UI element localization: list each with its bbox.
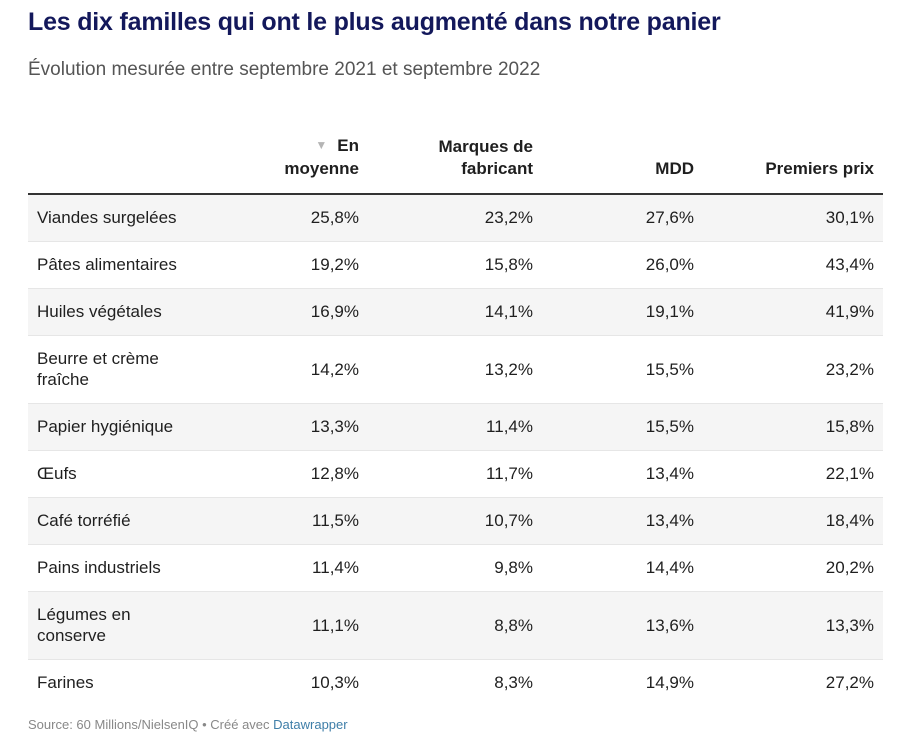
- cell-value: 41,9%: [703, 287, 883, 335]
- table-row: Œufs 12,8% 11,7% 13,4% 22,1%: [28, 449, 883, 497]
- cell-value: 27,2%: [703, 658, 883, 706]
- column-header-text: En moyenne: [284, 136, 359, 178]
- table-body: Viandes surgelées 25,8% 23,2% 27,6% 30,1% Pât…: [28, 194, 883, 706]
- table-row: Légumes en conserve 11,1% 8,8% 13,6% 13,3%: [28, 590, 883, 659]
- cell-value: 11,5%: [236, 496, 368, 544]
- row-label: Viandes surgelées: [37, 208, 177, 228]
- chart-title: Les dix familles qui ont le plus augment…: [28, 8, 721, 36]
- source-note: Source: 60 Millions/NielsenIQ • Créé ave…: [28, 717, 274, 732]
- data-table: ▼ En moyenne Marques de fabricant MDD Pre…: [28, 118, 883, 706]
- cell-value: 11,1%: [236, 590, 368, 659]
- cell-value: 25,8%: [310, 208, 359, 228]
- sort-descending-icon: ▼: [315, 138, 328, 152]
- footer: Source: 60 Millions/NielsenIQ • Créé ave…: [28, 717, 348, 732]
- cell-value: 13,3%: [236, 402, 368, 450]
- row-label: Farines: [28, 658, 236, 706]
- cell-value: 22,1%: [703, 449, 883, 497]
- row-label: Pâtes alimentaires: [28, 240, 236, 288]
- cell-value: 13,4%: [542, 496, 703, 544]
- cell-value: 26,0%: [542, 240, 703, 288]
- cell-value: 15,8%: [703, 402, 883, 450]
- row-label: Papier hygiénique: [28, 402, 236, 450]
- table-row: Café torréfié 11,5% 10,7% 13,4% 18,4%: [28, 496, 883, 544]
- table-row: Beurre et crème fraîche 14,2% 13,2% 15,5% 23…: [28, 334, 883, 403]
- column-header-label[interactable]: [28, 118, 236, 195]
- cell-value: 20,2%: [703, 543, 883, 591]
- table-row: Viandes surgelées 25,8% 23,2% 27,6% 30,1%: [28, 194, 883, 241]
- cell-value: 10,3%: [236, 658, 368, 706]
- cell-value: 14,4%: [542, 543, 703, 591]
- cell-value: 15,8%: [368, 240, 542, 288]
- cell-value: 19,1%: [542, 287, 703, 335]
- column-header-marques-de-fabricant[interactable]: Marques de fabricant: [368, 118, 542, 195]
- row-label: Café torréfié: [28, 496, 236, 544]
- row-label: Légumes en conserve: [28, 590, 236, 659]
- column-header-en-moyenne[interactable]: ▼ En moyenne: [236, 118, 368, 195]
- cell-value: 13,2%: [368, 334, 542, 403]
- cell-value: 13,3%: [703, 590, 883, 659]
- table-row: Pains industriels 11,4% 9,8% 14,4% 20,2%: [28, 543, 883, 591]
- cell-value: 11,4%: [368, 402, 542, 450]
- cell-value: 11,7%: [368, 449, 542, 497]
- row-label: Huiles végétales: [28, 287, 236, 335]
- cell-value: 14,1%: [368, 287, 542, 335]
- chart-subtitle: Évolution mesurée entre septembre 2021 e…: [28, 59, 541, 80]
- cell-value: 12,8%: [236, 449, 368, 497]
- datawrapper-link[interactable]: Datawrapper: [273, 717, 348, 732]
- cell-value: 8,8%: [368, 590, 542, 659]
- table-row: Farines 10,3% 8,3% 14,9% 27,2%: [28, 658, 883, 706]
- cell-value: 15,5%: [542, 334, 703, 403]
- cell-value: 14,2%: [236, 334, 368, 403]
- cell-value: 43,4%: [703, 240, 883, 288]
- cell-value: 18,4%: [703, 496, 883, 544]
- cell-value: 15,5%: [542, 402, 703, 450]
- row-label: Beurre et crème fraîche: [28, 334, 236, 403]
- cell-value: 23,2%: [484, 208, 533, 228]
- cell-value: 10,7%: [368, 496, 542, 544]
- column-header-mdd[interactable]: MDD: [542, 118, 703, 195]
- table-row: Papier hygiénique 13,3% 11,4% 15,5% 15,8%: [28, 402, 883, 450]
- cell-value: 8,3%: [368, 658, 542, 706]
- column-header-premiers-prix[interactable]: Premiers prix: [703, 118, 883, 195]
- cell-value: 27,6%: [645, 208, 694, 228]
- table-row: Huiles végétales 16,9% 14,1% 19,1% 41,9%: [28, 287, 883, 335]
- cell-value: 13,4%: [542, 449, 703, 497]
- table-header-row: ▼ En moyenne Marques de fabricant MDD Pre…: [28, 118, 883, 195]
- cell-value: 13,6%: [542, 590, 703, 659]
- cell-value: 16,9%: [236, 287, 368, 335]
- row-label: Pains industriels: [28, 543, 236, 591]
- table-row: Pâtes alimentaires 19,2% 15,8% 26,0% 43,4%: [28, 240, 883, 288]
- cell-value: 30,1%: [825, 208, 874, 228]
- cell-value: 23,2%: [703, 334, 883, 403]
- cell-value: 14,9%: [542, 658, 703, 706]
- cell-value: 9,8%: [368, 543, 542, 591]
- row-label: Œufs: [28, 449, 236, 497]
- cell-value: 19,2%: [236, 240, 368, 288]
- cell-value: 11,4%: [236, 543, 368, 591]
